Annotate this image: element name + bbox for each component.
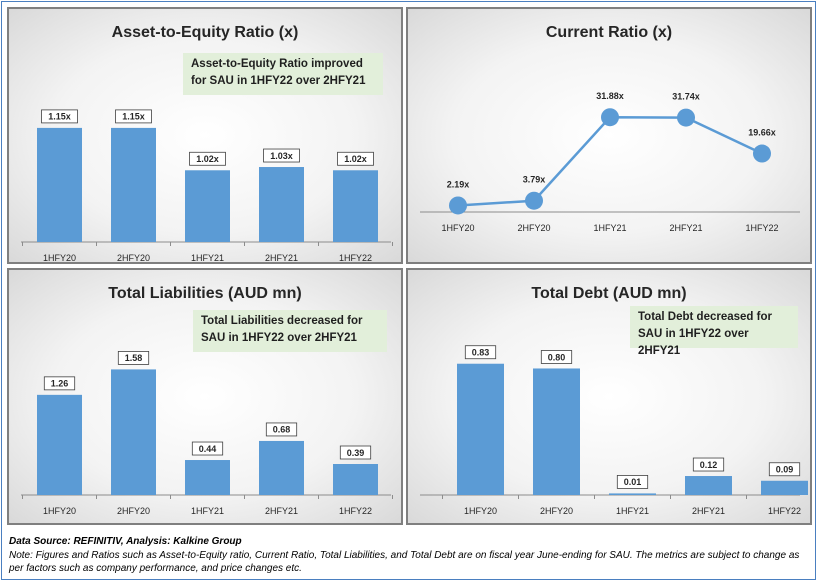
x-tick-label: 1HFY22 <box>768 506 801 516</box>
bar <box>111 369 156 495</box>
x-tick-label: 1HFY21 <box>191 253 224 262</box>
data-label: 0.09 <box>776 465 794 475</box>
x-tick-label: 1HFY21 <box>616 506 649 516</box>
data-label: 1.15x <box>122 112 145 122</box>
data-label-box <box>768 462 801 477</box>
x-tick-label: 1HFY20 <box>43 253 76 262</box>
data-label-box <box>337 151 374 166</box>
x-tick-label: 2HFY20 <box>540 506 573 516</box>
x-tick-label: 2HFY20 <box>517 223 550 233</box>
current-ratio-panel: Current Ratio (x) 1HFY20 2HFY20 1HFY21 2HFY… <box>406 7 812 264</box>
series-line <box>457 115 763 207</box>
chart-title: Total Liabilities (AUD mn) <box>108 285 302 302</box>
data-label-box <box>117 351 150 365</box>
bar <box>761 480 808 495</box>
x-tick-label: 2HFY21 <box>669 223 702 233</box>
x-tick-label: 2HFY20 <box>117 506 150 516</box>
data-label: 31.88x <box>596 91 624 101</box>
bar <box>185 170 230 242</box>
data-label-box <box>189 151 226 166</box>
bar <box>333 170 378 242</box>
x-tick-label: 1HFY20 <box>464 506 497 516</box>
data-point <box>525 191 543 210</box>
data-label: 0.44 <box>199 444 217 454</box>
total-liabilities-chart: 1HFY20 2HFY20 1HFY21 2HFY21 1HFY22 1.26 1.58 0.… <box>21 351 393 516</box>
data-label: 1.03x <box>270 151 293 161</box>
data-label-box <box>191 441 224 456</box>
x-tick-label: 1HFY20 <box>43 506 76 516</box>
chart-title: Asset-to-Equity Ratio (x) <box>111 24 299 41</box>
data-label: 1.58 <box>125 353 143 363</box>
x-tick-label: 2HFY21 <box>692 506 725 516</box>
data-label: 0.80 <box>548 352 566 362</box>
data-label: 2.19x <box>447 179 470 189</box>
x-tick-label: 1HFY22 <box>339 506 372 516</box>
bar <box>259 167 304 242</box>
data-source: Data Source: REFINITIV, Analysis: Kalkin… <box>9 536 242 547</box>
footnote: Note: Figures and Ratios such as Asset-t… <box>9 549 800 575</box>
data-label: 0.01 <box>624 477 642 487</box>
data-label-box <box>692 457 725 472</box>
chart-annotation: Asset-to-Equity Ratio improved for SAU i… <box>183 53 383 95</box>
data-label-box <box>540 350 573 364</box>
data-point <box>677 108 695 127</box>
data-label: 3.79x <box>523 175 546 185</box>
data-label-box <box>263 148 300 163</box>
total-liabilities-panel: Total Liabilities (AUD mn) Total Liabili… <box>7 268 403 525</box>
data-label-box <box>41 109 78 124</box>
bar <box>609 493 656 495</box>
chart-annotation: Total Debt decreased for SAU in 1HFY22 o… <box>630 306 798 357</box>
bar <box>533 368 580 495</box>
x-tick-label: 1HFY21 <box>191 506 224 516</box>
data-label-box <box>339 445 372 460</box>
data-label-box <box>265 422 298 437</box>
bar <box>185 460 230 495</box>
current-ratio-chart: 1HFY20 2HFY20 1HFY21 2HFY21 1HFY22 2.19x 3.79x… <box>420 91 800 233</box>
data-label: 0.68 <box>273 425 291 435</box>
bar <box>259 440 304 495</box>
x-tick-label: 2HFY21 <box>265 253 298 262</box>
chart-title: Total Debt (AUD mn) <box>531 285 687 302</box>
chart-annotation: Total Liabilities decreased for SAU in 1… <box>193 310 387 352</box>
bar <box>685 476 732 495</box>
data-label: 31.74x <box>672 92 700 102</box>
data-point <box>449 196 467 215</box>
x-tick-label: 1HFY21 <box>593 223 626 233</box>
data-point <box>601 108 619 127</box>
data-label: 0.83 <box>472 348 490 358</box>
footer: Data Source: REFINITIV, Analysis: Kalkin… <box>9 535 814 576</box>
asset-to-equity-panel: Asset-to-Equity Ratio (x) Asset-to-Equit… <box>7 7 403 264</box>
bar <box>111 127 156 242</box>
data-point <box>753 144 771 163</box>
bar <box>37 394 82 495</box>
total-debt-chart: 1HFY20 2HFY20 1HFY21 2HFY21 1HFY22 0.83 0.80 0.… <box>420 345 808 516</box>
x-tick-label: 1HFY22 <box>745 223 778 233</box>
asset-to-equity-chart: 1HFY20 2HFY20 1HFY21 2HFY21 1HFY22 1.15x 1.15x… <box>21 109 393 262</box>
x-tick-label: 1HFY20 <box>441 223 474 233</box>
chart-title: Current Ratio (x) <box>545 24 673 41</box>
data-label: 1.02x <box>344 154 367 164</box>
x-tick-label: 1HFY22 <box>339 253 372 262</box>
bar <box>37 127 82 242</box>
bar <box>333 464 378 495</box>
data-label: 0.12 <box>700 460 718 470</box>
bar <box>457 363 504 495</box>
data-label: 1.15x <box>48 112 71 122</box>
data-label-box <box>616 475 649 489</box>
data-label-box <box>43 376 76 391</box>
data-label: 0.39 <box>347 448 365 458</box>
total-debt-panel: Total Debt (AUD mn) Total Debt decreased… <box>406 268 812 525</box>
data-label: 19.66x <box>748 128 776 138</box>
x-tick-label: 2HFY20 <box>117 253 150 262</box>
data-label-box <box>115 109 152 124</box>
x-tick-label: 2HFY21 <box>265 506 298 516</box>
data-label: 1.26 <box>51 379 69 389</box>
data-label: 1.02x <box>196 154 219 164</box>
data-label-box <box>464 345 497 360</box>
